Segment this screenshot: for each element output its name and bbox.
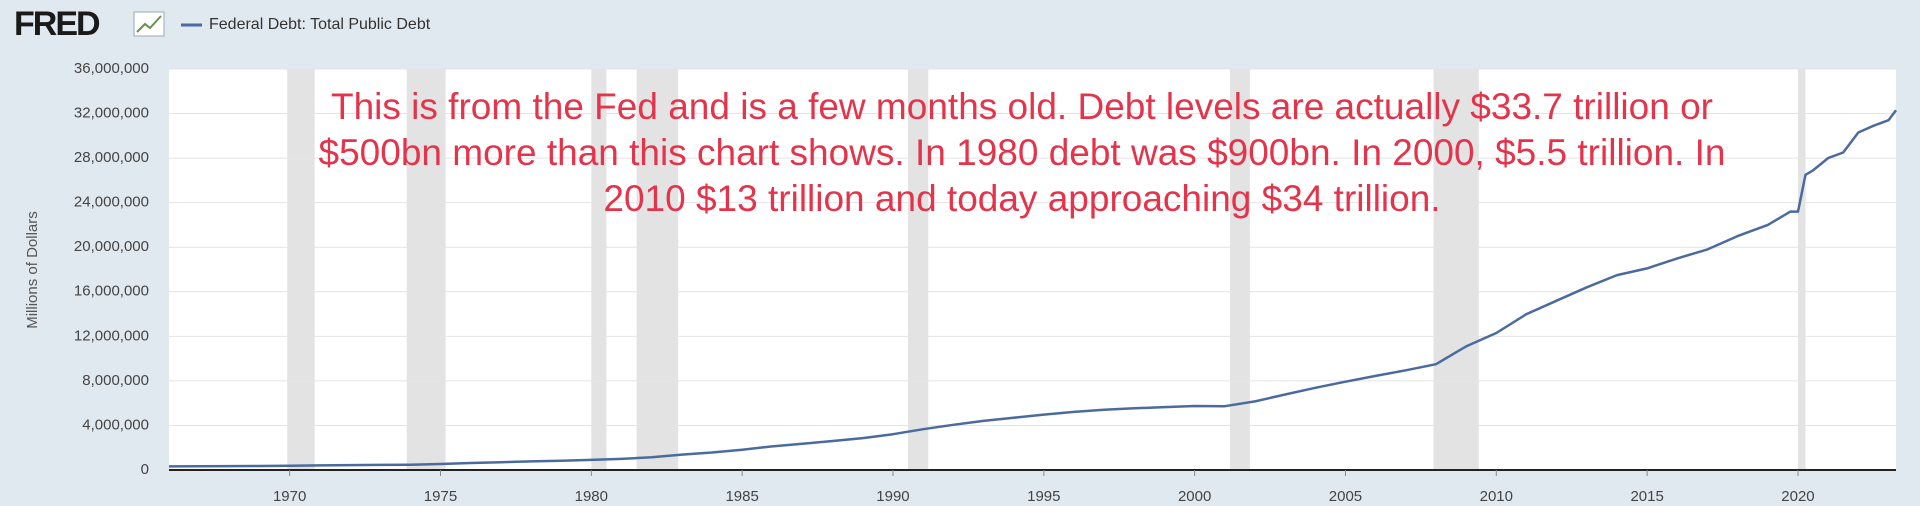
x-tick-label: 1975 bbox=[424, 488, 457, 505]
plot-area bbox=[169, 69, 1896, 470]
y-tick-label: 20,000,000 bbox=[74, 238, 149, 255]
annotation: $500bn more than this chart shows. In 19… bbox=[319, 132, 1726, 173]
x-tick-label: 2015 bbox=[1630, 488, 1663, 505]
recession-band bbox=[287, 69, 315, 470]
annotation: This is from the Fed and is a few months… bbox=[331, 86, 1713, 127]
recession-band bbox=[1433, 69, 1479, 470]
data-line bbox=[168, 109, 1897, 468]
x-tick-label: 2000 bbox=[1178, 488, 1211, 505]
x-tick-label: 1970 bbox=[273, 488, 306, 505]
x-tick-label: 1985 bbox=[725, 488, 758, 505]
y-tick-label: 8,000,000 bbox=[82, 372, 149, 389]
x-tick-label: 2020 bbox=[1781, 488, 1814, 505]
y-tick-label: 24,000,000 bbox=[74, 194, 149, 211]
y-axis-label: Millions of Dollars bbox=[24, 211, 41, 329]
x-tick-label: 1995 bbox=[1027, 488, 1060, 505]
x-tick-label: 2005 bbox=[1329, 488, 1362, 505]
y-tick-label: 4,000,000 bbox=[82, 416, 149, 433]
recession-band bbox=[591, 69, 607, 470]
annotation: 2010 $13 trillion and today approaching … bbox=[603, 178, 1440, 219]
y-tick-label: 28,000,000 bbox=[74, 149, 149, 166]
recession-band bbox=[406, 69, 446, 470]
recession-band bbox=[908, 69, 929, 470]
y-tick-label: 0 bbox=[141, 461, 149, 478]
logo-icon bbox=[133, 11, 165, 37]
recession-band bbox=[1797, 69, 1806, 470]
logo: FRED bbox=[14, 5, 100, 43]
recession-band bbox=[636, 69, 679, 470]
y-tick-label: 16,000,000 bbox=[74, 283, 149, 300]
y-tick-label: 32,000,000 bbox=[74, 105, 149, 122]
x-tick-label: 1980 bbox=[575, 488, 608, 505]
recession-band bbox=[1229, 69, 1250, 470]
y-tick-label: 36,000,000 bbox=[74, 60, 149, 77]
y-tick-label: 12,000,000 bbox=[74, 327, 149, 344]
x-tick-label: 2010 bbox=[1480, 488, 1513, 505]
legend-label: Federal Debt: Total Public Debt bbox=[209, 16, 431, 33]
x-tick-label: 1990 bbox=[876, 488, 909, 505]
